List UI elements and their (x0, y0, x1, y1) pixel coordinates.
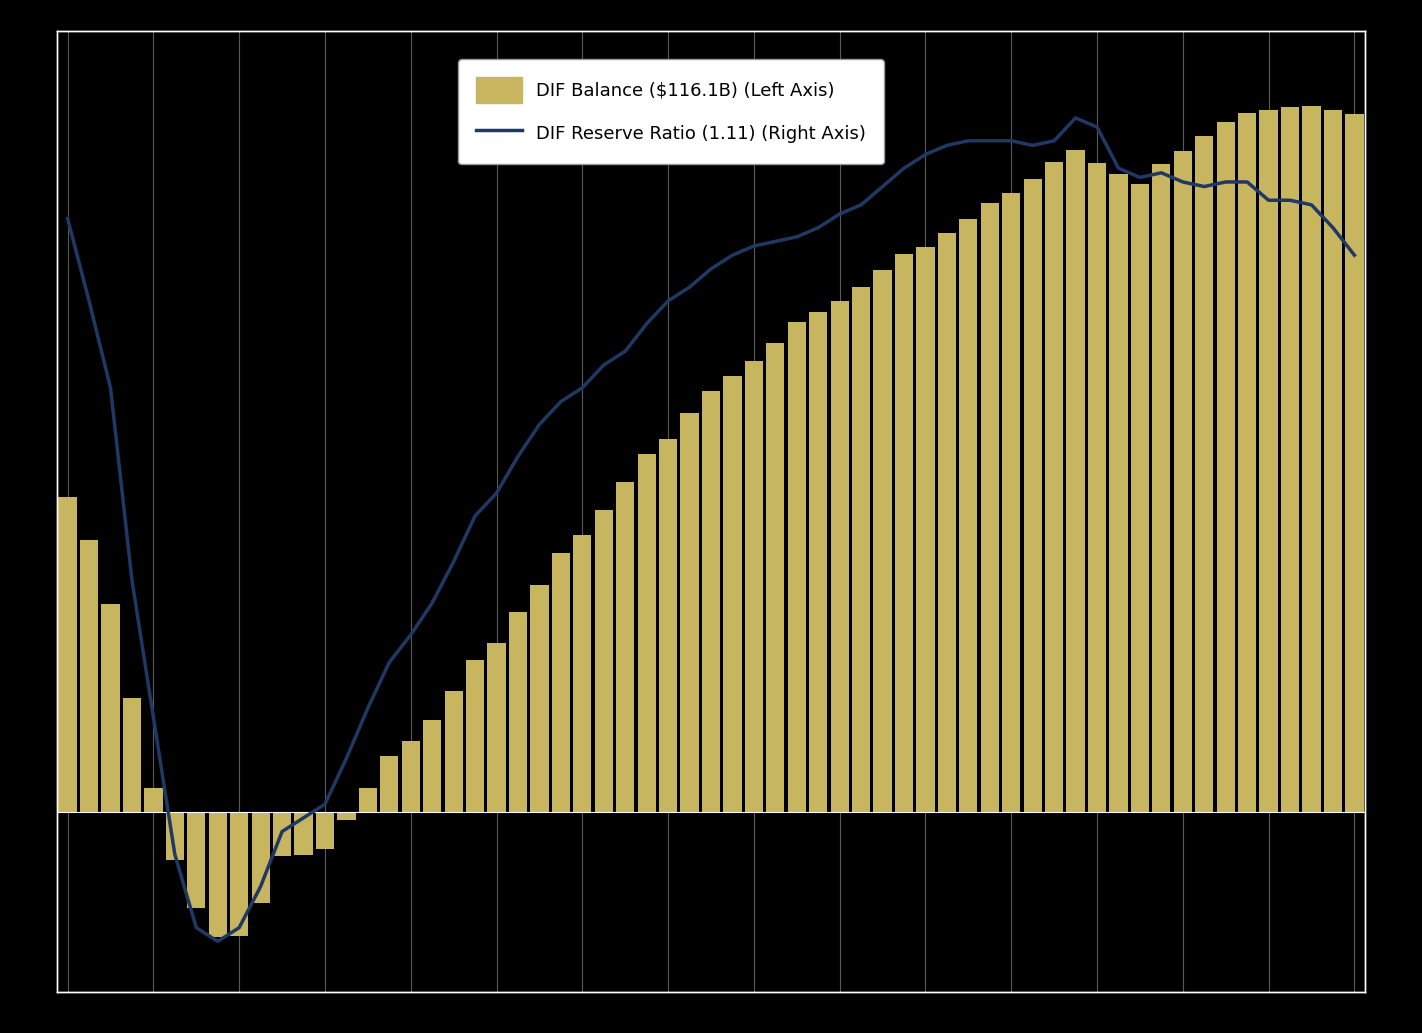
Bar (852, 287, 870, 812)
Bar (616, 482, 634, 812)
Bar (1109, 174, 1128, 812)
Bar (552, 553, 570, 812)
Bar (58, 497, 77, 812)
Bar (766, 343, 785, 812)
Bar (894, 254, 913, 812)
Bar (509, 613, 528, 812)
Bar (1066, 150, 1085, 812)
Bar (788, 322, 806, 812)
Bar (401, 741, 419, 812)
Bar (122, 698, 141, 812)
Bar (466, 660, 485, 812)
Bar (702, 390, 720, 812)
Bar (1024, 179, 1042, 812)
Bar (209, 812, 228, 937)
Bar (981, 204, 998, 812)
Bar (916, 247, 934, 812)
Bar (830, 302, 849, 812)
Bar (80, 540, 98, 812)
Bar (488, 643, 506, 812)
Bar (937, 233, 956, 812)
Bar (166, 812, 183, 859)
Bar (658, 439, 677, 812)
Bar (573, 535, 592, 812)
Bar (1281, 107, 1300, 812)
Bar (1088, 163, 1106, 812)
Bar (101, 604, 119, 812)
Bar (1003, 193, 1021, 812)
Bar (1130, 184, 1149, 812)
Bar (1173, 151, 1192, 812)
Bar (1045, 162, 1064, 812)
Bar (445, 691, 462, 812)
Bar (1303, 106, 1321, 812)
Bar (724, 376, 741, 812)
Bar (188, 812, 205, 908)
Bar (1152, 164, 1170, 812)
Bar (230, 812, 249, 936)
Bar (424, 720, 441, 812)
Bar (681, 413, 698, 812)
Bar (594, 510, 613, 812)
Bar (637, 455, 656, 812)
Bar (809, 312, 828, 812)
Bar (1239, 114, 1256, 812)
Bar (380, 756, 398, 812)
Bar (252, 812, 270, 903)
Bar (1324, 111, 1342, 812)
Bar (337, 812, 356, 820)
Bar (1194, 136, 1213, 812)
Bar (273, 812, 292, 856)
Bar (745, 362, 764, 812)
Legend: DIF Balance ($116.1B) (Left Axis), DIF Reserve Ratio (1.11) (Right Axis): DIF Balance ($116.1B) (Left Axis), DIF R… (458, 59, 884, 164)
Bar (1260, 111, 1278, 812)
Bar (1345, 115, 1364, 812)
Bar (316, 812, 334, 849)
Bar (530, 585, 549, 812)
Bar (358, 788, 377, 812)
Bar (1217, 122, 1234, 812)
Bar (294, 812, 313, 855)
Bar (873, 270, 892, 812)
Bar (144, 787, 162, 812)
Bar (960, 219, 977, 812)
